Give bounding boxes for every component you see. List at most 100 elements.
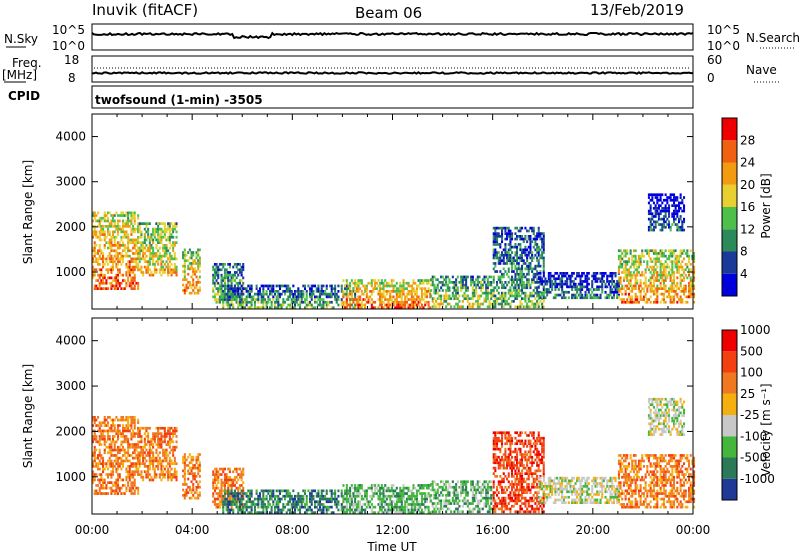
heatmap-cell [104, 443, 106, 446]
heatmap-cell [666, 202, 668, 205]
heatmap-cell [665, 249, 667, 252]
heatmap-cell [169, 239, 171, 242]
heatmap-cell [546, 283, 548, 286]
heatmap-cell [526, 259, 528, 262]
heatmap-cell [115, 266, 117, 269]
heatmap-cell [134, 220, 136, 223]
heatmap-cell [618, 296, 620, 299]
heatmap-cell [435, 305, 437, 308]
heatmap-cell [142, 476, 144, 479]
heatmap-cell [521, 289, 523, 292]
heatmap-cell [626, 249, 628, 252]
heatmap-cell [493, 276, 495, 279]
heatmap-cell [241, 274, 243, 277]
heatmap-cell [511, 292, 513, 295]
heatmap-cell [433, 276, 435, 279]
colorbar-swatch [722, 252, 737, 274]
heatmap-cell [393, 287, 395, 290]
heatmap-cell [272, 503, 274, 506]
heatmap-cell [349, 304, 351, 307]
heatmap-cell [646, 266, 648, 269]
heatmap-cell [191, 257, 193, 260]
heatmap-cell [167, 274, 169, 277]
heatmap-cell [521, 303, 523, 306]
heatmap-cell [110, 427, 112, 430]
heatmap-cell [237, 495, 239, 498]
heatmap-cell [217, 293, 219, 296]
heatmap-cell [112, 217, 114, 220]
heatmap-cell [651, 196, 653, 199]
heatmap-cell [600, 296, 602, 299]
heatmap-cell [239, 506, 241, 509]
heatmap-cell [371, 282, 373, 285]
heatmap-cell [493, 292, 495, 295]
heatmap-cell [99, 236, 101, 239]
heatmap-cell [524, 297, 526, 300]
heatmap-cell [648, 196, 650, 199]
heatmap-cell [229, 263, 231, 266]
heatmap-cell [272, 287, 274, 290]
heatmap-cell [256, 490, 258, 493]
heatmap-cell [498, 292, 500, 295]
heatmap-cell [513, 281, 515, 284]
heatmap-cell [222, 301, 224, 304]
heatmap-cell [531, 259, 533, 262]
heatmap-cell [580, 291, 582, 294]
heatmap-cell [224, 492, 226, 495]
heatmap-cell [99, 468, 101, 471]
heatmap-cell [186, 278, 188, 281]
heatmap-cell [144, 457, 146, 460]
heatmap-cell [196, 276, 198, 279]
heatmap-cell [648, 255, 650, 258]
heatmap-cell [137, 266, 139, 269]
heatmap-cell [216, 279, 218, 282]
heatmap-cell [107, 421, 109, 424]
heatmap-cell [149, 268, 151, 271]
heatmap-cell [366, 290, 368, 293]
heatmap-cell [681, 301, 683, 304]
heatmap-cell [184, 456, 186, 459]
heatmap-cell [437, 292, 439, 295]
heatmap-cell [685, 268, 687, 271]
heatmap-cell [643, 274, 645, 277]
heatmap-cell [630, 279, 632, 282]
heatmap-cell [586, 275, 588, 278]
heatmap-cell [144, 451, 146, 454]
heatmap-cell [655, 263, 657, 266]
heatmap-cell [172, 435, 174, 438]
heatmap-cell [544, 296, 546, 299]
heatmap-cell [144, 446, 146, 449]
heatmap-cell [186, 254, 188, 257]
heatmap-cell [236, 277, 238, 280]
heatmap-cell [289, 287, 291, 290]
heatmap-cell [149, 249, 151, 252]
heatmap-cell [169, 465, 171, 468]
heatmap-cell [575, 277, 577, 280]
heatmap-cell [169, 252, 171, 255]
heatmap-cell [174, 457, 176, 460]
heatmap-cell [578, 272, 580, 275]
heatmap-cell [526, 249, 528, 252]
heatmap-cell [399, 282, 401, 285]
heatmap-cell [127, 244, 129, 247]
heatmap-cell [152, 274, 154, 277]
heatmap-cell [114, 222, 116, 225]
heatmap-cell [423, 282, 425, 285]
heatmap-cell [110, 282, 112, 285]
heatmap-cell [558, 275, 560, 278]
heatmap-cell [563, 294, 565, 297]
heatmap-cell [606, 277, 608, 280]
heatmap-cell [125, 468, 127, 471]
heatmap-cell [154, 263, 156, 266]
heatmap-cell [590, 288, 592, 291]
heatmap-cell [95, 214, 97, 217]
heatmap-cell [457, 297, 459, 300]
heatmap-cell [681, 223, 683, 226]
heatmap-cell [192, 289, 194, 292]
heatmap-cell [606, 286, 608, 289]
heatmap-cell [109, 212, 111, 215]
heatmap-cell [655, 268, 657, 271]
nave-tick-bottom: 0 [707, 71, 715, 85]
heatmap-cell [129, 263, 131, 266]
heatmap-cell [109, 438, 111, 441]
